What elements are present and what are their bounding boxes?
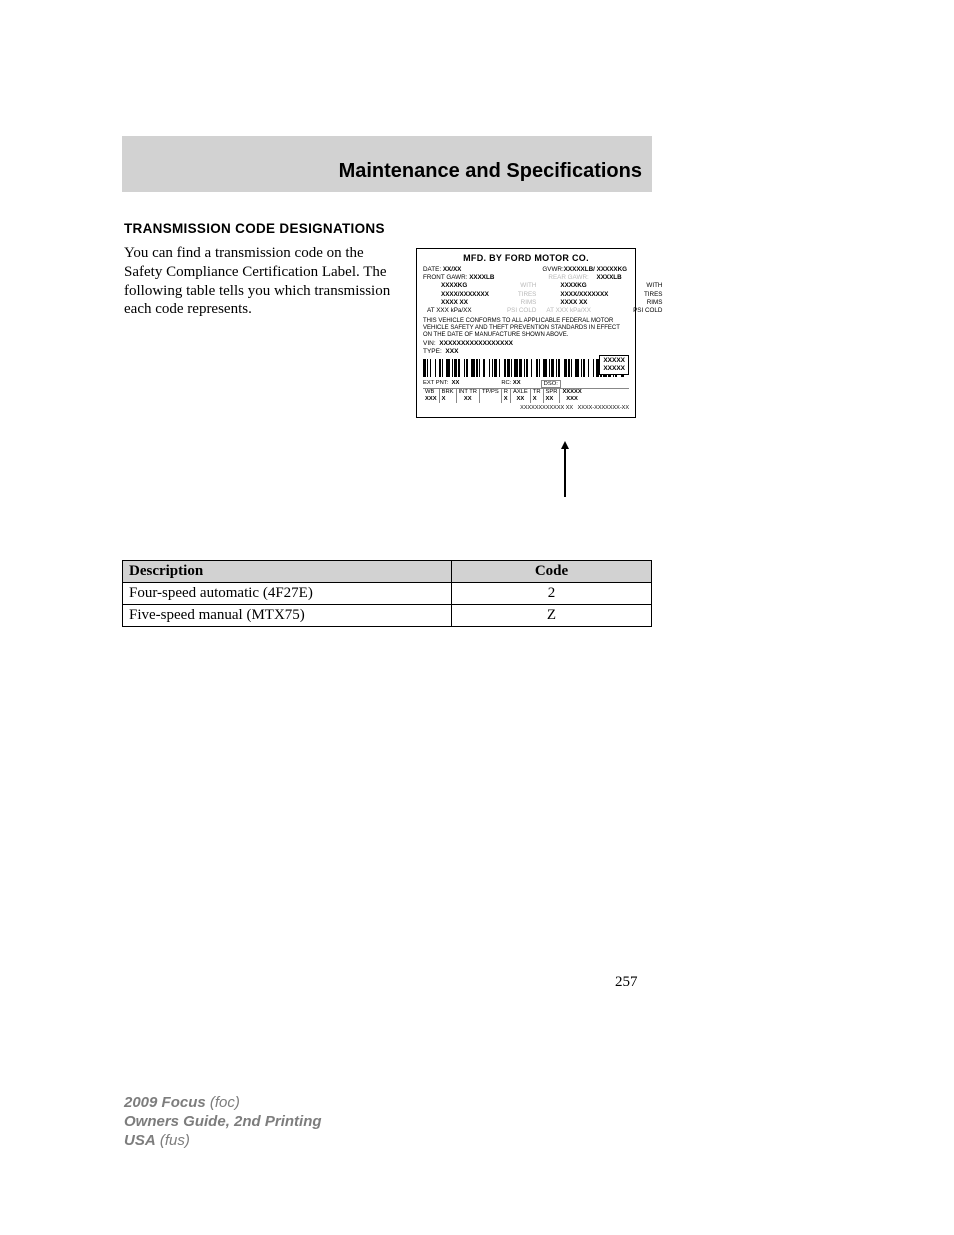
footer-model-code: (foc) [210,1094,240,1111]
f-inttr: INT TR [459,389,477,396]
label-at-rear: AT XXX kPa/XX [546,307,591,314]
f-wb: WB [425,389,437,396]
label-type-label: TYPE: [423,348,442,355]
td-description: Five-speed manual (MTX75) [123,605,452,627]
th-code: Code [452,561,652,583]
label-front-rimsize: XXXX XX [423,299,494,307]
certification-label-box: MFD. BY FORD MOTOR CO. DATE: XX/XX FRONT… [416,248,636,418]
label-tires-2: TIRES [633,291,662,299]
label-rgawr-val: XXXXLB [591,274,622,281]
label-paint2: XXXXX [603,365,625,373]
label-with-1: WITH [500,282,536,290]
v-inttr: XX [459,396,477,403]
label-rc-label: RC: [501,380,511,386]
table-row: Five-speed manual (MTX75)Z [123,605,652,627]
f-spr: SPR [546,389,558,396]
v-brk: X [442,396,454,403]
barcode [423,359,629,377]
label-rims-2: RIMS [633,299,662,307]
section-title: TRANSMISSION CODE DESIGNATIONS [124,221,385,236]
label-with-2: WITH [633,282,662,290]
label-front-kg: XXXXKG [423,282,494,290]
f-xxxxx: XXXXX [562,389,581,396]
f-r: R [504,389,508,396]
label-fgawr-val: XXXXLB [469,274,494,281]
td-code: Z [452,605,652,627]
v-axle: XX [513,396,528,403]
label-extpnt-val: XX [452,380,460,386]
label-tires-1: TIRES [500,291,536,299]
label-gvwr-val: XXXXXLB/ XXXXXKG [564,266,627,273]
v-tr: X [533,396,541,403]
v-xxxxx: XXX [562,396,581,403]
label-paint-box: XXXXX XXXXX [599,355,629,375]
td-code: 2 [452,583,652,605]
f-tr: TR [533,389,541,396]
label-mfd-title: MFD. BY FORD MOTOR CO. [423,253,629,263]
v-wb: XXX [425,396,437,403]
label-type-val: XXX [445,348,458,355]
table-row: Four-speed automatic (4F27E)2 [123,583,652,605]
pointer-line [564,449,566,497]
footer-model: 2009 Focus [124,1094,206,1111]
label-rear-rimsize: XXXX XX [542,299,627,307]
transmission-code-table: Description Code Four-speed automatic (4… [122,560,652,627]
label-psicold-1: PSI COLD [500,307,536,315]
td-description: Four-speed automatic (4F27E) [123,583,452,605]
page-number: 257 [615,974,638,991]
v-spr: XX [546,396,558,403]
label-gvwr-label: GVWR: [542,266,563,273]
f-axle: AXLE [513,389,528,396]
footer-region-code: (fus) [160,1132,190,1149]
label-dso-label: DSO: [541,380,561,388]
label-psicold-2: PSI COLD [633,307,662,315]
page-header-title: Maintenance and Specifications [339,160,642,182]
label-fgawr-label: FRONT GAWR: [423,274,467,281]
v-r: X [504,396,508,403]
label-date-label: DATE: [423,266,441,273]
table-header-row: Description Code [123,561,652,583]
label-serial1: XXXXXXXXXXXX XX [520,405,573,411]
label-vin-label: VIN: [423,340,436,347]
label-rear-kg: XXXXKG [542,282,627,290]
f-tpps: TP/PS [482,389,499,396]
pointer-arrow-icon [561,441,569,449]
label-at-front: AT XXX kPa/XX [427,307,472,314]
f-brk: BRK [442,389,454,396]
label-date-val: XX/XX [443,266,462,273]
label-extpnt-label: EXT PNT: [423,380,448,386]
label-rgawr-label: REAR GAWR: [548,274,588,281]
footer-guide: Owners Guide, 2nd Printing [124,1113,322,1132]
label-vin-val: XXXXXXXXXXXXXXXXX [439,340,513,347]
label-rear-tiresize: XXXX/XXXXXXX [542,291,627,299]
label-rims-1: RIMS [500,299,536,307]
footer-region: USA [124,1132,156,1149]
label-compliance-text: THIS VEHICLE CONFORMS TO ALL APPLICABLE … [423,318,629,339]
th-description: Description [123,561,452,583]
certification-label-figure: MFD. BY FORD MOTOR CO. DATE: XX/XX FRONT… [416,248,636,478]
label-bottom-fields: WBXXX BRKX INT TRXX TP/PS RX AXLEXX TRX … [423,388,629,403]
label-top-grid: DATE: XX/XX FRONT GAWR: XXXXLB XXXXKG XX… [423,266,629,315]
label-front-tiresize: XXXX/XXXXXXX [423,291,494,299]
label-serial2: XXXX-XXXXXXX-XX [578,405,629,411]
header-bar: Maintenance and Specifications [122,136,652,192]
label-rc-val: XX [513,380,521,386]
section-body: You can find a transmission code on the … [124,244,404,319]
footer: 2009 Focus (foc) Owners Guide, 2nd Print… [124,1094,322,1150]
label-paint1: XXXXX [603,357,625,365]
